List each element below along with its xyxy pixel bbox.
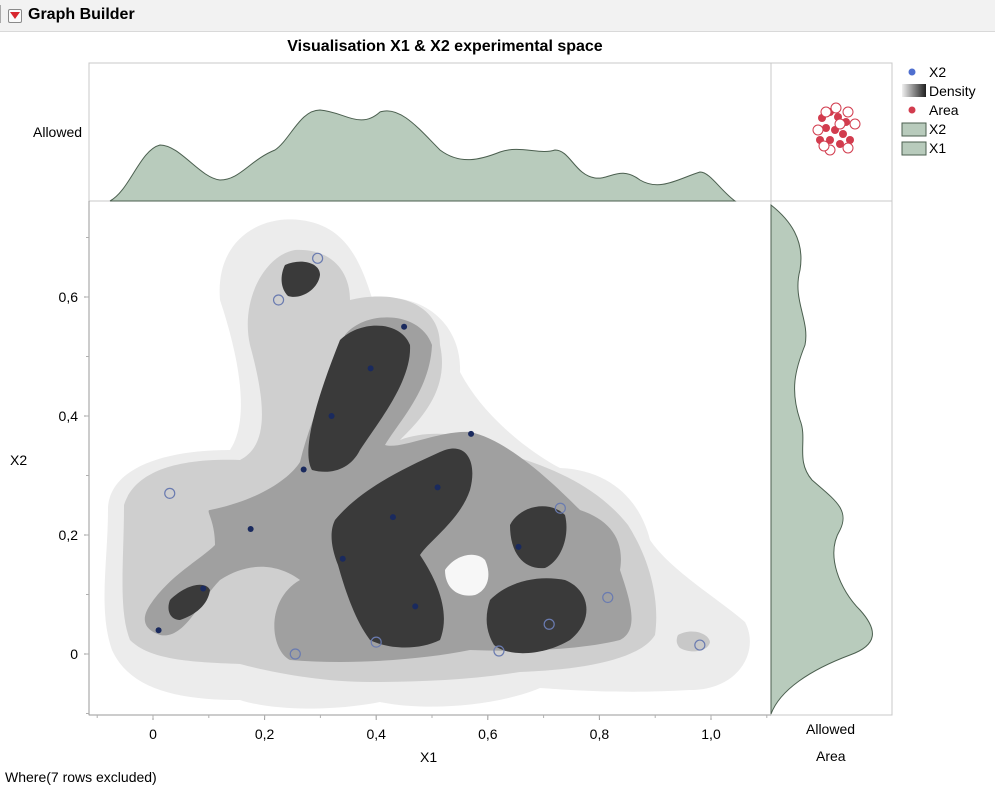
legend-x2-swatch [901, 122, 927, 137]
data-point-filled [367, 365, 374, 372]
y-tick-label: 0,2 [59, 527, 79, 543]
area-ring [834, 118, 846, 130]
area-dot [836, 140, 844, 148]
red-triangle-menu-button[interactable] [8, 9, 22, 23]
density-level-4b [331, 448, 473, 648]
data-point-open [272, 294, 285, 306]
right-marginal-label: Allowed [806, 721, 856, 737]
data-point-open [554, 502, 566, 514]
x-tick-label: 0,2 [255, 726, 275, 742]
legend-x2-box-label: X2 [929, 121, 946, 137]
area-ring [830, 102, 842, 114]
data-point-filled [328, 413, 335, 419]
x1-marginal-density [109, 109, 737, 202]
legend-area-label: Area [929, 102, 959, 118]
legend: X2 Density Area X2 X1 [901, 64, 976, 156]
legend-area-dot [908, 106, 916, 114]
legend-density-label: Density [929, 83, 976, 99]
legend-density-swatch [902, 84, 926, 97]
header-edge [0, 5, 4, 23]
density-hole [445, 554, 489, 596]
data-point-open [493, 645, 505, 657]
data-point-filled [155, 627, 162, 634]
legend-x1-box-label: X1 [929, 140, 946, 156]
x-tick-label: 1,0 [701, 726, 721, 742]
legend-x1-swatch [901, 141, 927, 156]
data-point-filled [247, 526, 254, 533]
data-point-open [543, 618, 555, 630]
where-rows-excluded: Where(7 rows excluded) [5, 769, 157, 785]
density-level-4a [308, 325, 411, 472]
area-ring [820, 106, 832, 118]
area-dot-cluster [812, 102, 861, 156]
x-tick-label: 0 [149, 726, 157, 742]
data-point-open [602, 591, 614, 604]
x2-marginal-density [770, 203, 873, 715]
red-triangle-icon [10, 12, 20, 19]
area-dot [839, 130, 847, 138]
area-ring [812, 124, 824, 136]
scatter-points [155, 252, 706, 660]
data-point-filled [300, 466, 307, 473]
data-point-filled [401, 323, 408, 330]
x-axis-ticks: 0 0,2 0,4 0,6 0,8 1,0 [96, 715, 768, 742]
window-title: Graph Builder [28, 6, 135, 23]
data-point-filled [468, 430, 475, 437]
density-level-4d [510, 506, 567, 569]
data-point-filled [200, 585, 207, 592]
area-dot [846, 136, 854, 144]
y-axis-label: X2 [10, 452, 28, 468]
graph-builder-header: Graph Builder [0, 0, 995, 32]
area-ring [849, 118, 861, 130]
density-level-4f [281, 261, 320, 297]
data-point-open [312, 252, 324, 264]
y-tick-label: 0 [70, 646, 78, 662]
density-level-4c [486, 578, 587, 654]
data-point-filled [412, 603, 419, 610]
x-tick-label: 0,4 [366, 726, 386, 742]
legend-x2-label: X2 [929, 64, 946, 80]
data-point-open [289, 648, 301, 660]
y-axis-ticks: 0 0,2 0,4 0,6 [59, 237, 89, 714]
area-ring [842, 106, 854, 118]
area-axis-label: Area [816, 748, 846, 764]
area-panel-frame [770, 62, 893, 202]
top-marginal-label: Allowed [33, 124, 83, 140]
legend-x2-dot [908, 68, 916, 76]
x-axis-label: X1 [420, 749, 438, 765]
data-point-open [694, 639, 706, 651]
area-dot [822, 124, 830, 132]
chart-title: Visualisation X1 & X2 experimental space [287, 38, 603, 55]
x-tick-label: 0,6 [478, 726, 498, 742]
area-ring [818, 140, 830, 152]
density-level-4e [168, 584, 210, 620]
data-point-open [370, 636, 382, 648]
density-far-blob [676, 631, 710, 652]
data-point-open [164, 487, 176, 499]
x-tick-label: 0,8 [590, 726, 610, 742]
data-point-filled [389, 514, 396, 521]
y-tick-label: 0,4 [59, 408, 79, 424]
y-tick-label: 0,6 [59, 289, 79, 305]
area-ring [842, 142, 854, 154]
data-point-filled [515, 543, 522, 550]
data-point-filled [434, 484, 441, 491]
area-dot [826, 136, 834, 144]
density-contours [104, 219, 750, 709]
data-point-filled [339, 555, 346, 562]
